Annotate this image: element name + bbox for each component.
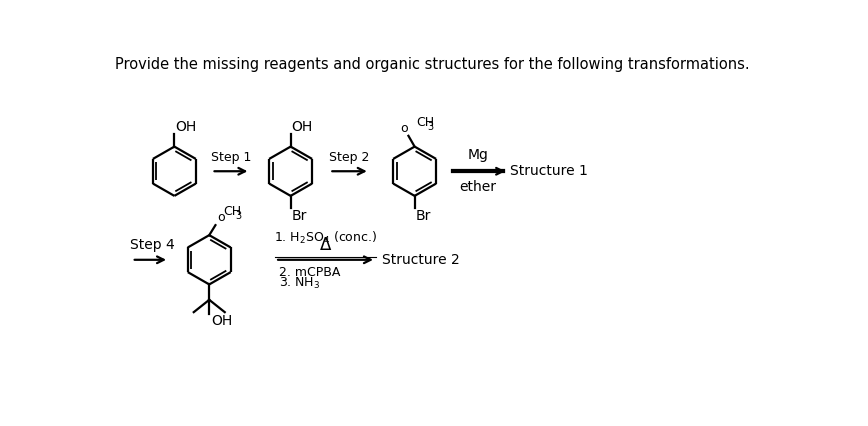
Text: Step 1: Step 1	[211, 150, 251, 164]
Text: Br: Br	[416, 209, 431, 223]
Text: o: o	[217, 211, 225, 225]
Text: Step 2: Step 2	[329, 150, 370, 164]
Text: 3. NH$_3$: 3. NH$_3$	[279, 276, 320, 291]
Text: Structure 2: Structure 2	[382, 253, 460, 267]
Text: 3: 3	[235, 211, 241, 221]
Text: CH: CH	[416, 116, 434, 129]
Text: OH: OH	[175, 120, 196, 133]
Text: OH: OH	[211, 314, 232, 328]
Text: 3: 3	[428, 122, 434, 132]
Text: 2. mCPBA: 2. mCPBA	[279, 266, 340, 279]
Text: Mg: Mg	[467, 148, 488, 162]
Text: 1. H$_2$SO$_4$ (conc.): 1. H$_2$SO$_4$ (conc.)	[274, 230, 377, 246]
Text: o: o	[400, 122, 408, 135]
Text: Structure 1: Structure 1	[510, 164, 588, 178]
Text: OH: OH	[292, 120, 312, 133]
Text: $\Delta$: $\Delta$	[319, 236, 332, 254]
Text: CH: CH	[223, 205, 241, 218]
Text: Br: Br	[292, 209, 306, 223]
Text: Provide the missing reagents and organic structures for the following transforma: Provide the missing reagents and organic…	[115, 57, 749, 72]
Text: Step 4: Step 4	[130, 238, 175, 252]
Text: ether: ether	[459, 181, 496, 195]
